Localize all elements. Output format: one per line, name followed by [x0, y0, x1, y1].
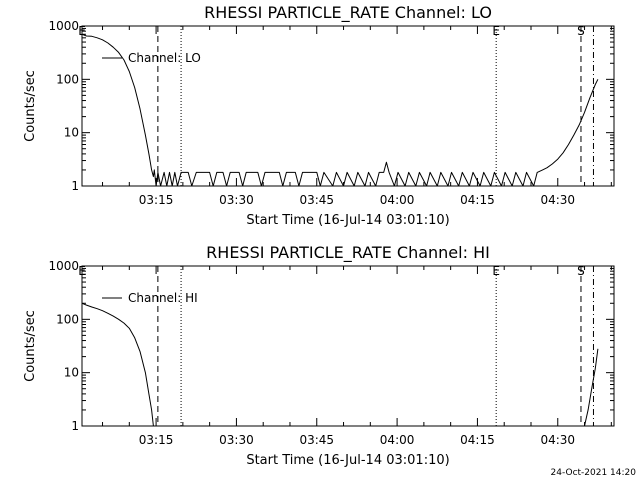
y-tick-label: 10	[64, 366, 79, 380]
x-tick-label: 03:15	[139, 193, 174, 207]
x-tick-label: 04:15	[460, 193, 495, 207]
y-tick-label: 1000	[48, 19, 79, 33]
marker-label: S	[577, 24, 585, 38]
x-tick-label: 03:30	[219, 433, 254, 447]
plot-frame	[81, 25, 615, 187]
marker-label: E	[492, 264, 500, 278]
x-tick-label: 03:45	[299, 193, 334, 207]
x-tick-label: 04:00	[380, 433, 415, 447]
y-tick-label: 100	[56, 312, 79, 326]
x-tick-label: 04:00	[380, 193, 415, 207]
chart-panel-lo: RHESSI PARTICLE_RATE Channel: LO Counts/…	[23, 3, 615, 228]
marker-label: E	[78, 264, 86, 278]
y-axis-label: Counts/sec	[23, 70, 38, 142]
y-tick-label: 100	[56, 72, 79, 86]
x-axis-label: Start Time (16-Jul-14 03:01:10)	[246, 213, 449, 228]
x-tick-label: 04:15	[460, 433, 495, 447]
axis-ticks: 1 10 100 1000 03:15 03:30 03:45 04:00 04:15 04:30	[48, 259, 614, 447]
y-tick-label: 1	[71, 179, 79, 193]
x-tick-label: 03:15	[139, 433, 174, 447]
x-axis-label: Start Time (16-Jul-14 03:01:10)	[246, 453, 449, 468]
axis-ticks: 1 10 100 1000 03:15 03:30 03:45 04:00 04:15 04:30	[48, 19, 614, 207]
series-line-lo	[81, 33, 599, 187]
y-tick-label: 1	[71, 419, 79, 433]
generation-timestamp: 24-Oct-2021 14:20	[551, 468, 637, 478]
series-line-hi-rise	[584, 348, 599, 427]
series-line-hi-decay	[81, 302, 154, 427]
y-tick-label: 10	[64, 126, 79, 140]
legend-label: Channel: HI	[128, 291, 198, 305]
x-tick-label: 04:30	[540, 433, 575, 447]
x-tick-label: 04:30	[540, 193, 575, 207]
marker-label: E	[78, 24, 86, 38]
x-tick-label: 03:45	[299, 433, 334, 447]
marker-label: S	[577, 264, 585, 278]
legend-label: Channel: LO	[128, 51, 201, 65]
y-axis-label: Counts/sec	[23, 310, 38, 382]
marker-label: E	[492, 24, 500, 38]
chart-panel-hi: RHESSI PARTICLE_RATE Channel: HI Counts/…	[23, 243, 615, 468]
chart-title: RHESSI PARTICLE_RATE Channel: HI	[206, 243, 490, 263]
plot-frame	[81, 265, 615, 427]
y-tick-label: 1000	[48, 259, 79, 273]
x-tick-label: 03:30	[219, 193, 254, 207]
chart-title: RHESSI PARTICLE_RATE Channel: LO	[204, 3, 492, 23]
